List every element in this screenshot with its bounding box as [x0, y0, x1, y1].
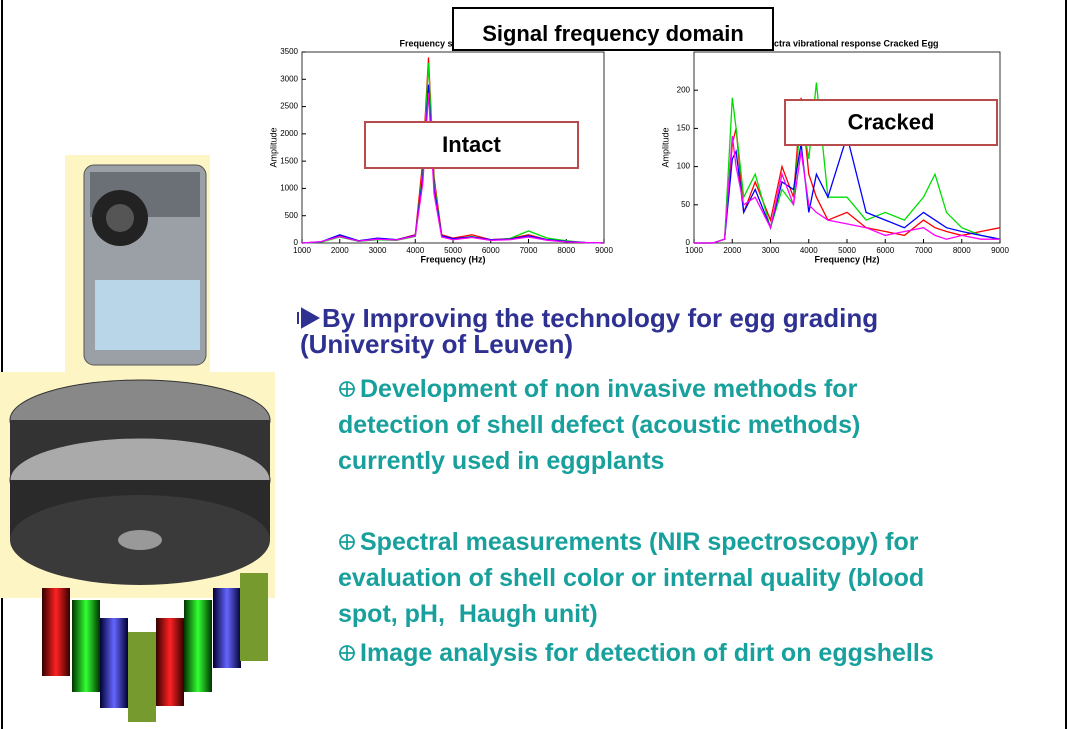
annotation: Cracked	[848, 109, 935, 134]
x-tick-label: 4000	[406, 246, 424, 255]
y-tick-label: 0	[686, 238, 691, 247]
bullet-symbol	[340, 646, 354, 660]
camera-label	[95, 280, 200, 350]
sub-bullet-line: detection of shell defect (acoustic meth…	[338, 411, 861, 439]
y-tick-label: 1500	[280, 156, 298, 165]
x-tick-label: 4000	[800, 246, 818, 255]
x-tick-label: 6000	[876, 246, 894, 255]
sub-bullet-line: currently used in eggplants	[338, 447, 665, 475]
x-tick-label: 5000	[444, 246, 462, 255]
bullet-arrow	[297, 307, 321, 329]
y-tick-label: 500	[285, 211, 299, 220]
series-line	[694, 97, 1001, 244]
series-line	[301, 92, 605, 244]
x-tick-label: 1000	[685, 246, 703, 255]
x-tick-label: 1000	[293, 246, 311, 255]
y-tick-label: 100	[677, 162, 691, 171]
x-tick-label: 9000	[595, 246, 613, 255]
y-axis-label: Amplitude	[268, 127, 278, 167]
egg-image	[128, 632, 156, 722]
sub-bullet-line: Development of non invasive methods for	[360, 375, 858, 403]
egg-image	[156, 618, 184, 706]
egg-image	[213, 588, 241, 668]
x-tick-label: 9000	[991, 246, 1009, 255]
y-tick-label: 3000	[280, 74, 298, 83]
sub-bullet-line: Image analysis for detection of dirt on …	[360, 639, 934, 667]
sub-bullet-line: Spectral measurements (NIR spectroscopy)…	[360, 528, 919, 556]
y-tick-label: 1000	[280, 184, 298, 193]
egg-image	[72, 600, 100, 692]
x-tick-label: 5000	[838, 246, 856, 255]
x-tick-label: 3000	[762, 246, 780, 255]
sub-bullet-line: evaluation of shell color or internal qu…	[338, 564, 925, 592]
egg-image	[184, 600, 212, 692]
heading-box	[452, 7, 774, 51]
annotation: Intact	[442, 132, 501, 157]
series-line	[694, 133, 1001, 244]
camera-lens	[106, 204, 134, 232]
egg-image	[42, 588, 70, 676]
x-tick-label: 6000	[482, 246, 500, 255]
series-line	[694, 135, 1000, 244]
x-axis-label: Frequency (Hz)	[814, 254, 879, 264]
y-tick-label: 200	[677, 85, 691, 94]
chart-title: ctra vibrational response Cracked Egg	[774, 38, 939, 48]
main-bullet-line: (University of Leuven)	[300, 329, 574, 359]
x-tick-label: 7000	[915, 246, 933, 255]
sub-bullet-line: spot, pH, Haugh unit)	[338, 600, 598, 628]
heading: Signal frequency domain	[482, 21, 744, 46]
egg-image	[100, 618, 128, 708]
egg-image	[240, 573, 268, 661]
x-tick-label: 8000	[953, 246, 971, 255]
x-axis-label: Frequency (Hz)	[420, 254, 485, 264]
y-tick-label: 150	[677, 124, 691, 133]
x-tick-label: 3000	[369, 246, 387, 255]
x-tick-label: 2000	[723, 246, 741, 255]
bullet-symbol	[340, 382, 354, 396]
x-tick-label: 7000	[520, 246, 538, 255]
y-tick-label: 3500	[280, 47, 298, 56]
x-tick-label: 8000	[557, 246, 575, 255]
plot-area	[693, 51, 1001, 244]
annotation-box	[784, 99, 998, 146]
bullet-symbol	[340, 535, 354, 549]
y-tick-label: 50	[681, 200, 690, 209]
main-bullet-line: By Improving the technology for egg grad…	[322, 303, 879, 333]
y-axis-label: Amplitude	[660, 127, 670, 167]
device-hole	[118, 530, 162, 550]
x-tick-label: 2000	[331, 246, 349, 255]
y-tick-label: 2000	[280, 129, 298, 138]
y-tick-label: 2500	[280, 102, 298, 111]
annotation-box	[364, 121, 579, 169]
y-tick-label: 0	[294, 238, 299, 247]
